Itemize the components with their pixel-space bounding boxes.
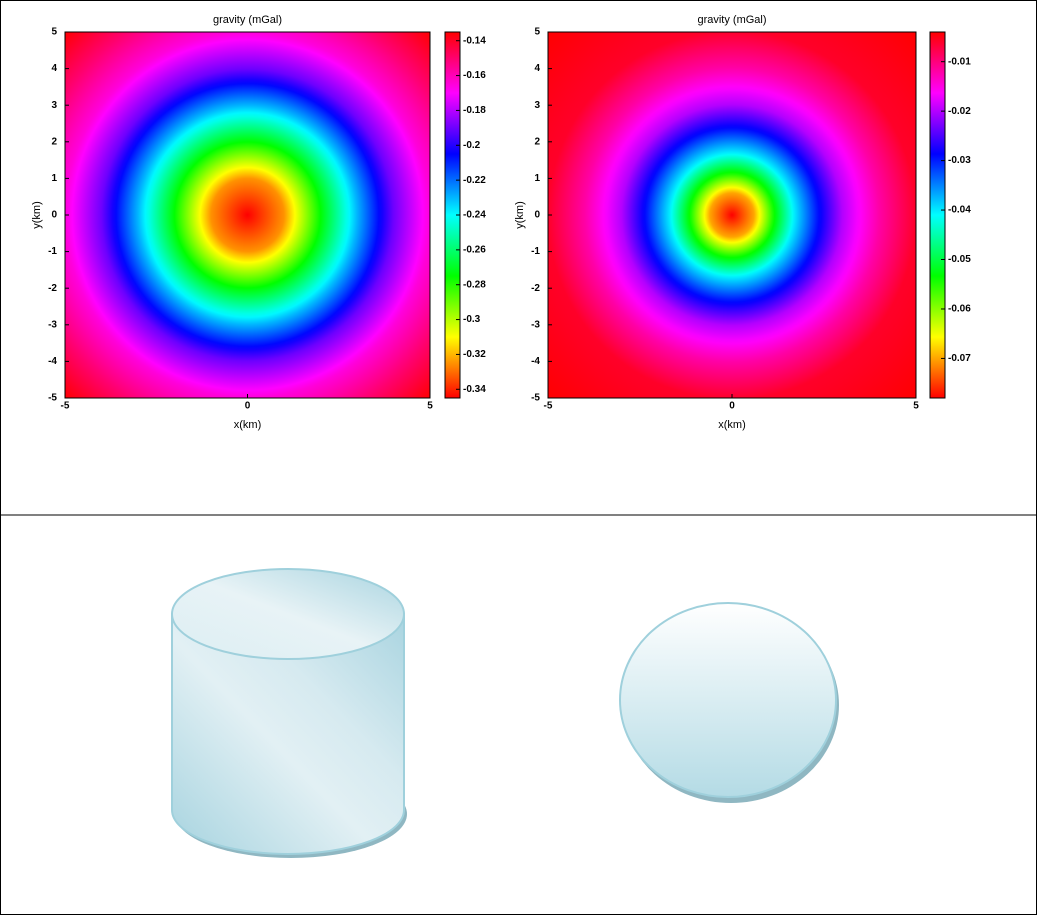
x-tick-label: 0 (245, 401, 251, 412)
colorbar-tick-label: -0.2 (463, 140, 481, 151)
sphere (620, 603, 839, 803)
cylinder-top (172, 569, 404, 659)
y-tick-label: 2 (534, 136, 540, 147)
colorbar-tick-label: -0.16 (463, 70, 486, 81)
colorbar (930, 32, 945, 398)
y-tick-label: 2 (51, 136, 57, 147)
y-tick-label: 4 (534, 63, 540, 74)
y-tick-label: -5 (48, 393, 57, 404)
y-tick-label: -5 (531, 393, 540, 404)
colorbar-tick-label: -0.24 (463, 210, 486, 221)
colorbar-tick-label: -0.03 (948, 155, 971, 166)
y-tick-label: -4 (48, 356, 57, 367)
y-tick-label: -2 (531, 283, 540, 294)
y-tick-label: 0 (534, 210, 540, 221)
y-tick-label: 1 (51, 173, 57, 184)
y-tick-label: 3 (534, 100, 540, 111)
colorbar-tick-label: -0.22 (463, 175, 486, 186)
colorbar-tick-label: -0.3 (463, 314, 481, 325)
cylinder (172, 569, 407, 858)
y-tick-label: -1 (531, 246, 540, 257)
x-tick-label: 5 (913, 401, 919, 412)
y-tick-label: 4 (51, 63, 57, 74)
sphere-body (620, 603, 836, 797)
x-axis-label: x(km) (234, 419, 262, 431)
y-tick-label: 5 (51, 27, 57, 38)
y-tick-label: -1 (48, 246, 57, 257)
colorbar-tick-label: -0.01 (948, 56, 971, 67)
colorbar-tick-label: -0.05 (948, 254, 971, 265)
colorbar-tick-label: -0.18 (463, 105, 486, 116)
x-tick-label: 0 (729, 401, 735, 412)
colorbar-tick-label: -0.04 (948, 205, 971, 216)
colorbar-tick-label: -0.32 (463, 349, 486, 360)
heatmap-field (548, 32, 916, 398)
y-tick-label: 5 (534, 27, 540, 38)
y-axis-label: y(km) (514, 201, 526, 229)
colorbar-tick-label: -0.34 (463, 384, 486, 395)
y-tick-label: 1 (534, 173, 540, 184)
y-tick-label: -2 (48, 283, 57, 294)
x-tick-label: -5 (544, 401, 553, 412)
y-tick-label: 0 (51, 210, 57, 221)
colorbar-tick-label: -0.26 (463, 244, 486, 255)
x-tick-label: -5 (61, 401, 70, 412)
heatmap-field (65, 32, 430, 398)
x-tick-label: 5 (427, 401, 433, 412)
colorbar-tick-label: -0.07 (948, 353, 971, 364)
x-axis-label: x(km) (718, 419, 746, 431)
y-tick-label: -4 (531, 356, 540, 367)
page: -5 0 5 -5 -4 -3 -2 -1 0 1 2 3 4 5 gravity (mGal) x(km) y… (0, 0, 1037, 920)
colorbar-tick-label: -0.28 (463, 279, 486, 290)
chart-title: gravity (mGal) (697, 14, 766, 26)
figure: -5 0 5 -5 -4 -3 -2 -1 0 1 2 3 4 5 gravity (mGal) x(km) y… (0, 0, 1037, 915)
colorbar-tick-label: -0.02 (948, 106, 971, 117)
y-tick-label: -3 (531, 319, 540, 330)
colorbar-tick-label: -0.06 (948, 304, 971, 315)
y-axis-label: y(km) (31, 201, 43, 229)
colorbar-tick-label: -0.14 (463, 35, 486, 46)
y-tick-label: 3 (51, 100, 57, 111)
chart-title: gravity (mGal) (213, 14, 282, 26)
y-tick-label: -3 (48, 319, 57, 330)
